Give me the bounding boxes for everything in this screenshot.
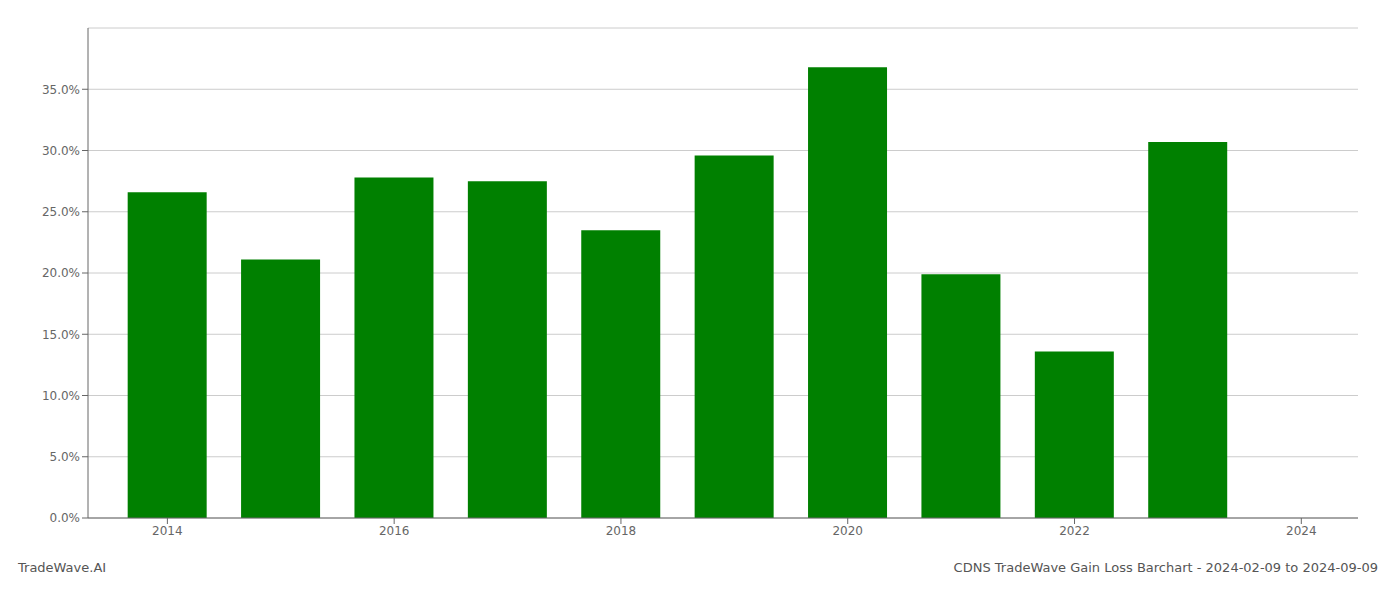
svg-text:2020: 2020 bbox=[832, 524, 863, 538]
svg-text:20.0%: 20.0% bbox=[42, 266, 80, 280]
svg-text:2016: 2016 bbox=[379, 524, 410, 538]
svg-text:10.0%: 10.0% bbox=[42, 389, 80, 403]
svg-text:25.0%: 25.0% bbox=[42, 205, 80, 219]
svg-text:2018: 2018 bbox=[606, 524, 637, 538]
svg-text:35.0%: 35.0% bbox=[42, 83, 80, 97]
svg-text:15.0%: 15.0% bbox=[42, 328, 80, 342]
svg-text:5.0%: 5.0% bbox=[50, 450, 81, 464]
svg-text:30.0%: 30.0% bbox=[42, 144, 80, 158]
html-text:TradeWave.AI: TradeWave.AI bbox=[18, 560, 107, 575]
html-text:CDNS TradeWave Gain Loss Barch: CDNS TradeWave Gain Loss Barchart - 2024… bbox=[953, 560, 1378, 575]
svg-text:2024: 2024 bbox=[1286, 524, 1317, 538]
svg-text:2022: 2022 bbox=[1059, 524, 1090, 538]
svg-text:2014: 2014 bbox=[152, 524, 183, 538]
svg-text:0.0%: 0.0% bbox=[50, 511, 81, 525]
